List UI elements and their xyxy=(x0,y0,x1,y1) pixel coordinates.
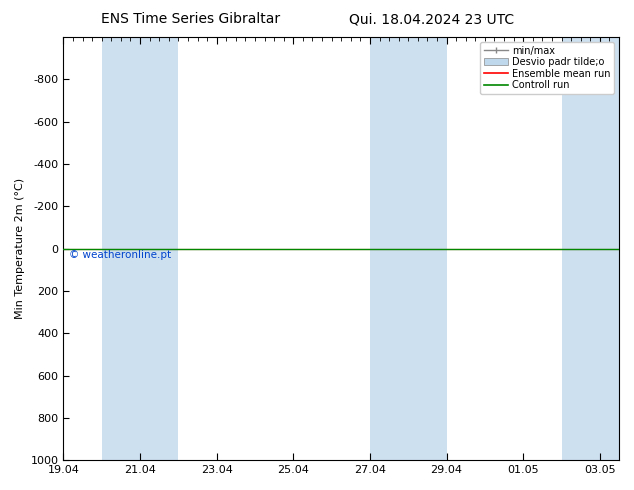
Text: © weatheronline.pt: © weatheronline.pt xyxy=(69,250,171,260)
Bar xyxy=(101,37,178,460)
Text: ENS Time Series Gibraltar: ENS Time Series Gibraltar xyxy=(101,12,280,26)
Legend: min/max, Desvio padr tilde;o, Ensemble mean run, Controll run: min/max, Desvio padr tilde;o, Ensemble m… xyxy=(480,42,614,94)
Text: Qui. 18.04.2024 23 UTC: Qui. 18.04.2024 23 UTC xyxy=(349,12,514,26)
Bar xyxy=(370,37,446,460)
Y-axis label: Min Temperature 2m (°C): Min Temperature 2m (°C) xyxy=(15,178,25,319)
Bar xyxy=(562,37,619,460)
